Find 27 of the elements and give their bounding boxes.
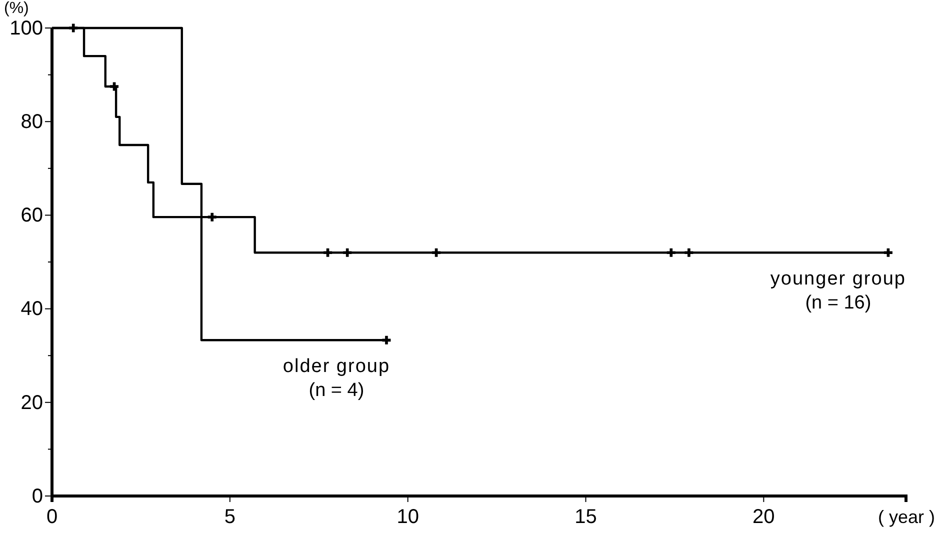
point	[432, 248, 441, 257]
annotation: (n = 16)	[805, 292, 872, 314]
y-tick-label: 20	[20, 392, 43, 414]
series-label: younger group	[770, 268, 906, 290]
point	[343, 248, 352, 257]
series-label: older group	[282, 356, 390, 378]
y-tick-label: 60	[20, 204, 43, 227]
y-axis-title: (%)	[4, 0, 29, 17]
annotation: (n = 4)	[308, 380, 364, 402]
x-tick-label: 20	[752, 506, 775, 528]
point	[69, 24, 78, 32]
x-tick-label: 15	[574, 506, 597, 528]
point	[884, 248, 892, 257]
point	[110, 82, 119, 91]
y-tick-label: 80	[20, 111, 43, 133]
point	[208, 212, 216, 222]
x-tick-label: 0	[46, 506, 58, 528]
x-tick-label: 5	[224, 506, 236, 528]
y-tick-label: 40	[20, 298, 43, 320]
x-axis-title: ( year )	[878, 507, 935, 527]
point	[684, 248, 694, 257]
point	[324, 248, 332, 257]
point	[382, 336, 391, 344]
y-tick-label: 0	[32, 485, 43, 508]
x-tick-label: 10	[396, 506, 419, 528]
y-tick-label: 100	[10, 17, 43, 40]
point	[666, 248, 676, 257]
